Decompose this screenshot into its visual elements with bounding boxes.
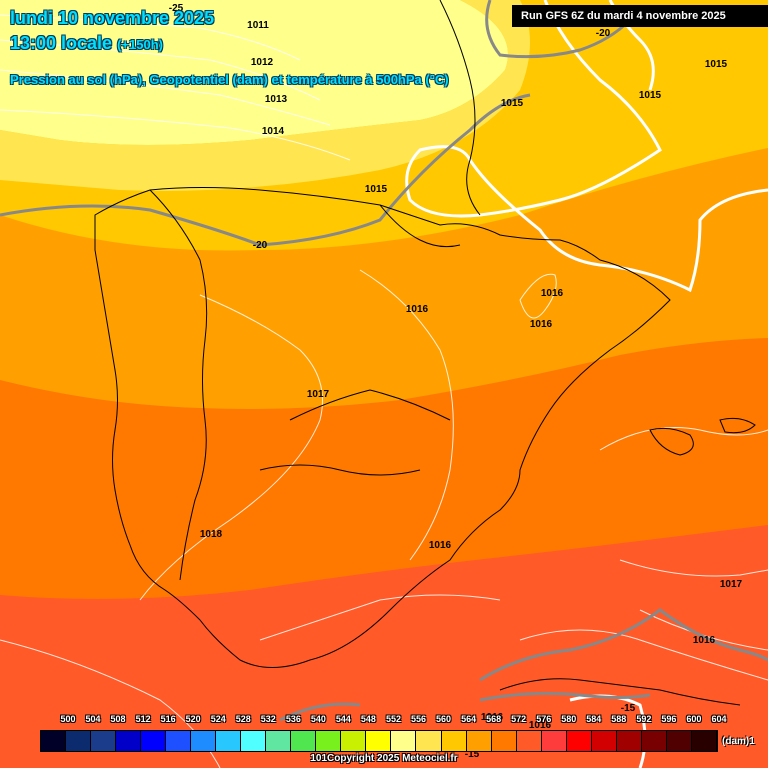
legend-value: 600 [686, 714, 702, 724]
forecast-time: 13:00 locale (+150h) [10, 33, 163, 54]
legend-value: 580 [561, 714, 577, 724]
color-swatch [541, 731, 567, 751]
pressure-label: 1012 [251, 57, 274, 68]
color-swatch [141, 731, 167, 751]
color-swatch [516, 731, 542, 751]
color-scale [40, 730, 718, 752]
pressure-label: 1016 [429, 540, 452, 551]
legend-value: 508 [110, 714, 126, 724]
legend-unit: (dam)1 [722, 736, 755, 747]
pressure-label: 1011 [247, 20, 269, 31]
forecast-time-offset: (+150h) [117, 37, 163, 52]
legend-value: 524 [210, 714, 226, 724]
pressure-label: 1016 [693, 635, 716, 646]
temperature-label: -15 [621, 703, 636, 714]
color-swatch [591, 731, 617, 751]
legend-value: 556 [411, 714, 427, 724]
pressure-label: 1015 [501, 98, 524, 109]
color-swatch [191, 731, 217, 751]
color-swatch [391, 731, 417, 751]
color-swatch [291, 731, 317, 751]
pressure-label: 1017 [307, 389, 330, 400]
legend-value: 560 [436, 714, 452, 724]
color-swatch [641, 731, 667, 751]
color-swatch [316, 731, 342, 751]
legend-value: 536 [285, 714, 301, 724]
legend-value: 528 [235, 714, 251, 724]
pressure-label: 1016 [530, 319, 553, 330]
pressure-label: 1014 [262, 126, 285, 137]
legend-value: 548 [360, 714, 376, 724]
color-swatch [566, 731, 592, 751]
color-swatch [691, 731, 717, 751]
legend-value: 544 [335, 714, 351, 724]
pressure-label: 1015 [365, 184, 388, 195]
temperature-label: -25 [169, 3, 184, 14]
legend-value: 584 [586, 714, 602, 724]
legend-value: 516 [160, 714, 176, 724]
color-swatch [266, 731, 292, 751]
color-swatch [466, 731, 492, 751]
band-576 [0, 525, 768, 768]
legend-value: 604 [711, 714, 727, 724]
pressure-label: 1016 [481, 712, 504, 723]
pressure-label: 1016 [406, 304, 429, 315]
forecast-date: lundi 10 novembre 2025 [10, 8, 215, 28]
pressure-label: 1016 [529, 720, 552, 731]
color-swatch [441, 731, 467, 751]
color-swatch [616, 731, 642, 751]
legend-value: 596 [661, 714, 677, 724]
color-swatch [241, 731, 267, 751]
legend-labels: 500 504 508 512 516 520 524 528 532 536 540 544 548 5… [0, 714, 768, 728]
color-swatch [166, 731, 192, 751]
copyright: 101Copyright 2025 Meteociel.fr [0, 753, 768, 764]
color-swatch [216, 731, 242, 751]
legend-value: 540 [310, 714, 326, 724]
legend-value: 552 [385, 714, 401, 724]
pressure-label: 1015 [639, 90, 662, 101]
map-subtitle: Pression au sol (hPa), Geopotentiel (dam… [10, 72, 449, 87]
color-swatch [416, 731, 442, 751]
legend-value: 564 [461, 714, 477, 724]
legend-value: 520 [185, 714, 201, 724]
run-info: Run GFS 6Z du mardi 4 novembre 2025 [512, 5, 768, 27]
temperature-label: -20 [253, 240, 268, 251]
color-swatch [341, 731, 367, 751]
pressure-label: 1016 [541, 288, 564, 299]
temperature-label: -20 [596, 28, 611, 39]
color-swatch [366, 731, 392, 751]
pressure-label: 1017 [720, 579, 743, 590]
legend-unit-label: (dam) [722, 736, 750, 747]
color-swatch [666, 731, 692, 751]
pressure-label: 1018 [200, 529, 223, 540]
forecast-time-lead: 13:00 locale [10, 33, 113, 53]
color-swatch [41, 731, 67, 751]
legend-value: 588 [611, 714, 627, 724]
coastlines [94, 0, 756, 706]
legend-value: 500 [60, 714, 76, 724]
legend-value: 592 [636, 714, 652, 724]
color-swatch [66, 731, 92, 751]
legend-value: 504 [85, 714, 101, 724]
legend-value: 568 [486, 714, 502, 724]
band-560-top [0, 0, 530, 191]
color-swatch [491, 731, 517, 751]
legend-value: 532 [260, 714, 276, 724]
legend-value: 572 [511, 714, 527, 724]
copyright-text: Copyright 2025 Meteociel.fr [327, 753, 458, 764]
pressure-label: 1013 [265, 94, 288, 105]
temperature-label: -15 [465, 749, 480, 760]
pressure-labels: 1011 1012 1013 1014 1015 1015 1015 1015 … [200, 20, 743, 731]
color-swatch [116, 731, 142, 751]
color-swatch [91, 731, 117, 751]
legend-value: 512 [135, 714, 151, 724]
copyright-prefix: 101 [310, 753, 328, 764]
legend-value: 576 [536, 714, 552, 724]
isotherms [0, 0, 768, 722]
pressure-label: 1015 [705, 59, 728, 70]
temperature-labels: -25 -20 -20 -15 -15 [169, 3, 636, 760]
legend-unit-suffix: 1 [749, 736, 755, 747]
